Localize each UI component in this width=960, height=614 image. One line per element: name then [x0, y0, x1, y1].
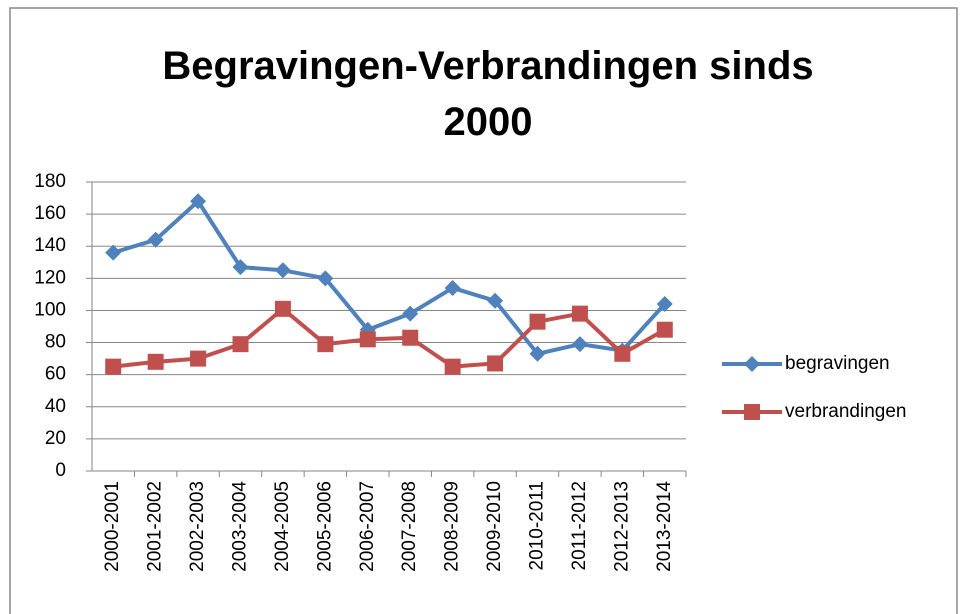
y-tick-label: 20	[45, 428, 66, 449]
data-point	[274, 262, 291, 279]
data-point	[232, 336, 249, 353]
data-point	[444, 358, 461, 375]
data-point	[402, 305, 419, 322]
y-tick-label: 160	[34, 203, 66, 224]
y-tick-label: 100	[34, 299, 66, 320]
data-point	[402, 329, 419, 346]
data-point	[614, 345, 631, 362]
data-point	[317, 270, 334, 287]
data-point	[232, 259, 249, 276]
data-point	[274, 300, 291, 317]
data-point	[317, 336, 334, 353]
data-point	[487, 355, 504, 372]
x-tick-label: 2008-2009	[442, 481, 463, 572]
legend-marker	[744, 404, 760, 420]
data-point	[444, 279, 461, 296]
x-tick-label: 2012-2013	[611, 481, 632, 572]
x-tick-label: 2011-2012	[569, 481, 590, 570]
x-tick-label: 2000-2001	[102, 481, 123, 572]
y-tick-label: 140	[34, 235, 66, 256]
data-point	[656, 296, 673, 313]
y-tick-label: 60	[45, 364, 66, 385]
x-tick-label: 2013-2014	[654, 481, 675, 572]
x-tick-label: 2004-2005	[272, 481, 293, 572]
data-point	[487, 292, 504, 309]
x-tick-label: 2001-2002	[145, 481, 166, 572]
legend-marker	[744, 356, 760, 372]
data-point	[529, 345, 546, 362]
chart-border	[9, 7, 958, 614]
data-point	[105, 358, 122, 375]
y-tick-label: 40	[45, 396, 66, 417]
data-point	[656, 321, 673, 338]
legend-label: verbrandingen	[785, 401, 906, 422]
series-line	[112, 199, 667, 356]
x-tick-label: 2003-2004	[230, 481, 251, 572]
data-point	[571, 305, 588, 322]
x-tick-label: 2010-2011	[527, 481, 548, 570]
data-point	[359, 331, 376, 348]
y-tick-label: 80	[45, 332, 66, 353]
data-point	[190, 350, 207, 367]
y-tick-label: 180	[34, 171, 66, 192]
legend-label: begravingen	[785, 353, 890, 374]
data-point	[147, 353, 164, 370]
data-point	[190, 193, 207, 210]
data-point	[571, 336, 588, 353]
x-tick-label: 2006-2007	[357, 481, 378, 572]
x-tick-label: 2009-2010	[484, 481, 505, 572]
x-tick-label: 2005-2006	[314, 481, 335, 572]
y-tick-label: 0	[55, 460, 66, 481]
y-tick-label: 120	[34, 267, 66, 288]
data-point	[529, 313, 546, 330]
x-tick-label: 2002-2003	[187, 481, 208, 572]
data-point	[147, 231, 164, 248]
chart-title: Begravingen-Verbrandingen sinds 2000	[162, 44, 814, 144]
x-tick-label: 2007-2008	[399, 481, 420, 572]
data-point	[105, 244, 122, 261]
